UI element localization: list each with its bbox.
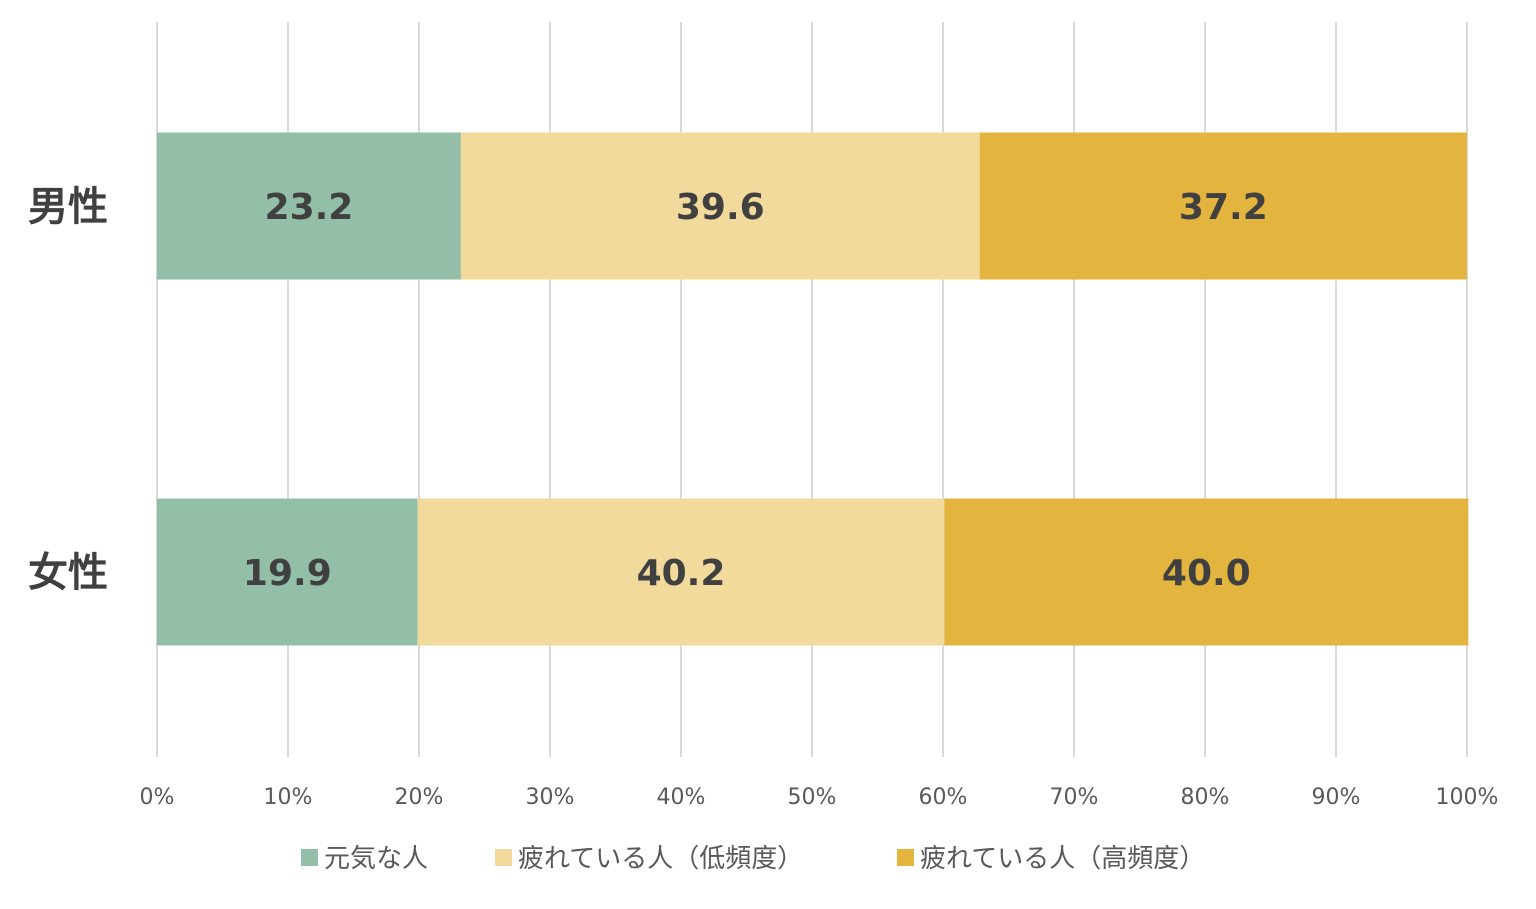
legend: 元気な人 疲れている人（低頻度） 疲れている人（高頻度） xyxy=(301,844,1205,874)
data-label: 23.2 xyxy=(265,187,354,228)
x-tick-label: 60% xyxy=(919,785,968,810)
bar-segment xyxy=(944,498,1469,646)
x-tick-label: 90% xyxy=(1312,785,1361,810)
legend-swatch xyxy=(897,849,914,866)
bar-segment xyxy=(979,132,1467,280)
x-tick-label: 100% xyxy=(1436,785,1499,810)
bars xyxy=(157,132,1469,646)
data-labels: 23.2 39.6 37.2 19.9 40.2 40.0 xyxy=(243,187,1268,594)
legend-item: 元気な人 xyxy=(301,844,428,874)
data-label: 37.2 xyxy=(1179,187,1268,228)
x-tick-label: 40% xyxy=(657,785,706,810)
bar-segment xyxy=(157,498,418,646)
x-tick-label: 70% xyxy=(1050,785,1099,810)
data-label: 39.6 xyxy=(676,187,765,228)
data-label: 40.2 xyxy=(637,553,726,594)
data-label: 19.9 xyxy=(243,553,332,594)
x-tick-label: 80% xyxy=(1181,785,1230,810)
legend-label: 元気な人 xyxy=(324,844,428,874)
legend-swatch xyxy=(495,849,512,866)
legend-item: 疲れている人（高頻度） xyxy=(897,844,1205,874)
x-tick-label: 50% xyxy=(788,785,837,810)
x-tick-label: 0% xyxy=(140,785,175,810)
bar-segment xyxy=(417,498,945,646)
bar-segment xyxy=(460,132,980,280)
legend-swatch xyxy=(301,849,318,866)
x-tick-label: 30% xyxy=(526,785,575,810)
value-axis: 0% 10% 20% 30% 40% 50% 60% 70% 80% 90% 100% xyxy=(140,785,1499,810)
data-label: 40.0 xyxy=(1162,553,1251,594)
legend-label: 疲れている人（高頻度） xyxy=(920,844,1205,874)
bar-segment xyxy=(157,132,461,280)
category-label: 女性 xyxy=(28,550,108,596)
category-label: 男性 xyxy=(28,184,108,230)
gridlines xyxy=(156,22,1468,757)
legend-label: 疲れている人（低頻度） xyxy=(518,844,803,874)
legend-item: 疲れている人（低頻度） xyxy=(495,844,803,874)
x-tick-label: 10% xyxy=(264,785,313,810)
x-tick-label: 20% xyxy=(395,785,444,810)
